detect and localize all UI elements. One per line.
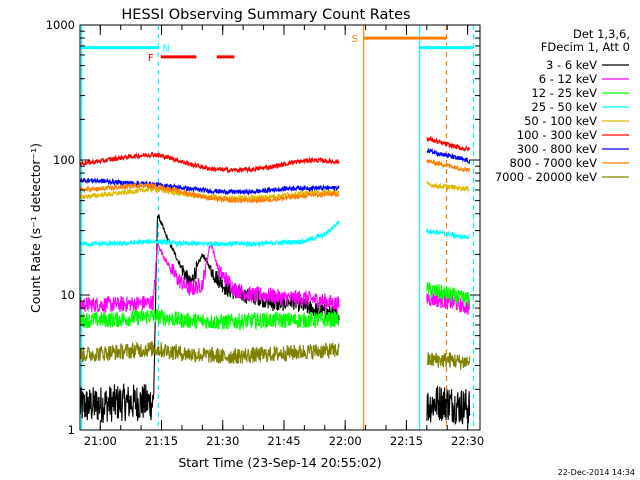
series-3-6-kev-segment-1 [426, 385, 471, 426]
legend-label-3-6-kev: 3 - 6 keV [546, 58, 597, 72]
x-axis: 21:00 21:15 21:30 21:45 22:00 22:15 22:30 [84, 25, 484, 448]
footer-timestamp: 22-Dec-2014 14:34 [558, 468, 635, 477]
flag-bar-s: S [352, 34, 447, 45]
x-tick-label: 22:15 [390, 434, 423, 448]
x-tick-label: 21:45 [267, 434, 300, 448]
series-25-50-kev-segment-1 [426, 228, 470, 240]
legend-label-25-50-kev: 25 - 50 keV [531, 100, 597, 114]
y-tick-label: 1000 [46, 18, 75, 32]
flag-label-f: F [148, 53, 154, 64]
flag-label-s: S [352, 34, 358, 45]
series-6-12-kev-segment-0 [79, 241, 340, 314]
x-tick-label: 21:30 [206, 434, 239, 448]
chart-title: HESSI Observing Summary Count Rates [121, 7, 410, 23]
legend-header-line-2: FDecim 1, Att 0 [541, 40, 630, 54]
series-25-50-kev-segment-0 [79, 220, 340, 248]
y-axis: 1 10 100 1000 [46, 18, 480, 437]
x-tick-label: 21:00 [84, 434, 117, 448]
series-800-7000-kev-segment-0 [79, 182, 340, 205]
series-100-300-kev-segment-0 [79, 151, 340, 174]
plot-area: NF S [79, 25, 475, 430]
y-tick-label: 1 [68, 423, 75, 437]
series-50-100-kev-segment-1 [426, 180, 471, 192]
series-300-800-kev-segment-0 [79, 177, 340, 196]
flag-bar-n: N [80, 44, 474, 55]
series-800-7000-kev-segment-1 [426, 159, 471, 173]
x-axis-label: Start Time (23-Sep-14 20:55:02) [178, 455, 381, 470]
series-12-25-kev [79, 282, 471, 331]
series-7000-20000-kev-segment-0 [79, 341, 340, 364]
plot-frame [79, 24, 481, 431]
x-tick-label: 22:00 [329, 434, 362, 448]
legend-label-800-7000-kev: 800 - 7000 keV [509, 156, 597, 170]
series-300-800-kev-segment-1 [426, 148, 471, 165]
series-800-7000-kev [79, 159, 471, 205]
legend-header-line-1: Det 1,3,6, [573, 27, 630, 41]
series-300-800-kev [79, 148, 471, 196]
x-tick-label: 21:15 [145, 434, 178, 448]
series-100-300-kev [79, 135, 471, 174]
flag-bar-f: F [148, 53, 235, 64]
series-7000-20000-kev-segment-1 [426, 352, 471, 370]
legend-label-12-25-kev: 12 - 25 keV [531, 86, 597, 100]
legend-label-7000-20000-kev: 7000 - 20000 keV [495, 170, 597, 184]
legend-label-100-300-kev: 100 - 300 keV [517, 128, 597, 142]
flag-label-n: N [162, 44, 169, 55]
series-12-25-kev-segment-0 [79, 308, 340, 331]
legend-label-300-800-kev: 300 - 800 keV [517, 142, 597, 156]
y-tick-label: 10 [60, 288, 75, 302]
series-25-50-kev [79, 220, 470, 248]
legend-label-50-100-kev: 50 - 100 keV [524, 114, 597, 128]
series-100-300-kev-segment-1 [426, 135, 471, 153]
x-tick-label: 22:30 [451, 434, 484, 448]
legend-label-6-12-kev: 6 - 12 keV [539, 72, 597, 86]
series-7000-20000-kev [79, 341, 471, 370]
y-tick-label: 100 [53, 153, 75, 167]
series-12-25-kev-segment-1 [426, 282, 471, 307]
y-axis-label: Count Rate (s⁻¹ detector⁻¹) [28, 143, 43, 313]
